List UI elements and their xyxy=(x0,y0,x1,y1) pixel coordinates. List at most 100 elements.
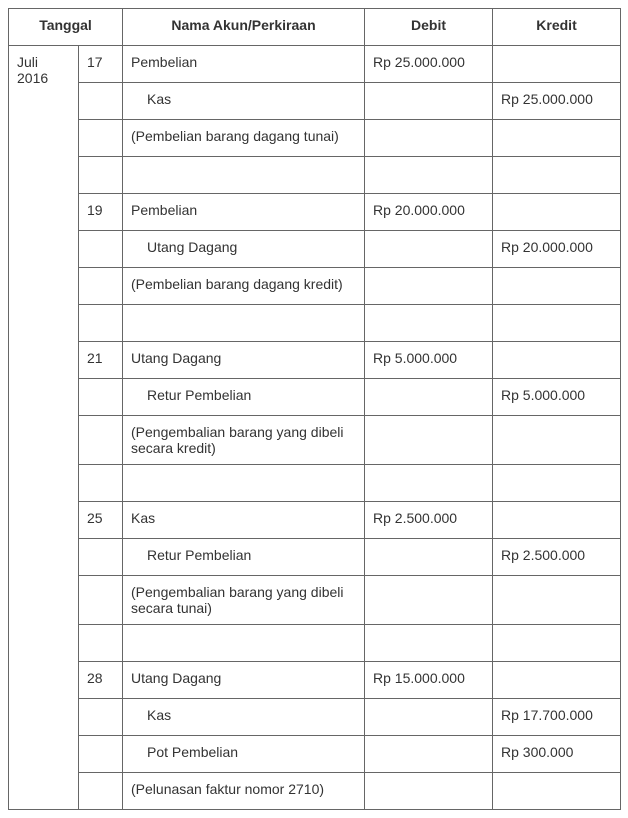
debit-cell xyxy=(365,157,493,194)
account-cell: Kas xyxy=(123,502,365,539)
debit-cell xyxy=(365,699,493,736)
debit-cell xyxy=(365,83,493,120)
kredit-cell xyxy=(493,662,621,699)
kredit-cell xyxy=(493,305,621,342)
debit-cell xyxy=(365,736,493,773)
table-row xyxy=(9,625,621,662)
col-header-kredit: Kredit xyxy=(493,9,621,46)
kredit-cell xyxy=(493,194,621,231)
day-cell xyxy=(79,157,123,194)
table-row: 28Utang DagangRp 15.000.000 xyxy=(9,662,621,699)
kredit-cell xyxy=(493,268,621,305)
account-cell xyxy=(123,465,365,502)
day-cell xyxy=(79,231,123,268)
kredit-cell: Rp 17.700.000 xyxy=(493,699,621,736)
day-cell xyxy=(79,465,123,502)
day-cell xyxy=(79,736,123,773)
kredit-cell xyxy=(493,120,621,157)
day-cell xyxy=(79,305,123,342)
debit-cell: Rp 15.000.000 xyxy=(365,662,493,699)
kredit-cell xyxy=(493,773,621,810)
col-header-tanggal: Tanggal xyxy=(9,9,123,46)
kredit-cell: Rp 25.000.000 xyxy=(493,83,621,120)
account-cell: Kas xyxy=(123,699,365,736)
table-header: Tanggal Nama Akun/Perkiraan Debit Kredit xyxy=(9,9,621,46)
debit-cell: Rp 5.000.000 xyxy=(365,342,493,379)
kredit-cell: Rp 20.000.000 xyxy=(493,231,621,268)
kredit-cell xyxy=(493,576,621,625)
account-cell: (Pengembalian barang yang dibeli secara … xyxy=(123,576,365,625)
day-cell xyxy=(79,625,123,662)
day-cell xyxy=(79,699,123,736)
table-row: 25KasRp 2.500.000 xyxy=(9,502,621,539)
table-row: Retur PembelianRp 2.500.000 xyxy=(9,539,621,576)
month-cell: Juli 2016 xyxy=(9,46,79,810)
account-cell: (Pengembalian barang yang dibeli secara … xyxy=(123,416,365,465)
debit-cell xyxy=(365,231,493,268)
account-cell: (Pembelian barang dagang tunai) xyxy=(123,120,365,157)
debit-cell xyxy=(365,120,493,157)
account-cell: Retur Pembelian xyxy=(123,379,365,416)
kredit-cell: Rp 300.000 xyxy=(493,736,621,773)
table-row: Kas Rp 25.000.000 xyxy=(9,83,621,120)
day-cell: 28 xyxy=(79,662,123,699)
debit-cell: Rp 2.500.000 xyxy=(365,502,493,539)
table-row: (Pembelian barang dagang kredit) xyxy=(9,268,621,305)
debit-cell xyxy=(365,416,493,465)
table-row: Pot Pembelian Rp 300.000 xyxy=(9,736,621,773)
table-row xyxy=(9,305,621,342)
table-row: 21Utang DagangRp 5.000.000 xyxy=(9,342,621,379)
account-cell xyxy=(123,625,365,662)
kredit-cell xyxy=(493,465,621,502)
kredit-cell xyxy=(493,502,621,539)
day-cell xyxy=(79,379,123,416)
day-cell xyxy=(79,268,123,305)
account-cell: Utang Dagang xyxy=(123,342,365,379)
kredit-cell xyxy=(493,342,621,379)
table-row: Utang Dagang Rp 20.000.000 xyxy=(9,231,621,268)
account-cell: Retur Pembelian xyxy=(123,539,365,576)
account-cell: Pot Pembelian xyxy=(123,736,365,773)
table-row: (Pengembalian barang yang dibeli secara … xyxy=(9,576,621,625)
account-cell xyxy=(123,305,365,342)
day-cell xyxy=(79,83,123,120)
table-row: (Pelunasan faktur nomor 2710) xyxy=(9,773,621,810)
kredit-cell xyxy=(493,157,621,194)
day-cell xyxy=(79,539,123,576)
kredit-cell xyxy=(493,625,621,662)
kredit-cell xyxy=(493,46,621,83)
debit-cell xyxy=(365,268,493,305)
day-cell xyxy=(79,773,123,810)
account-cell: Pembelian xyxy=(123,46,365,83)
table-row: (Pembelian barang dagang tunai) xyxy=(9,120,621,157)
table-row xyxy=(9,157,621,194)
debit-cell: Rp 25.000.000 xyxy=(365,46,493,83)
table-row: 19PembelianRp 20.000.000 xyxy=(9,194,621,231)
account-cell xyxy=(123,157,365,194)
account-cell: Kas xyxy=(123,83,365,120)
day-cell: 21 xyxy=(79,342,123,379)
table-body: Juli 201617PembelianRp 25.000.000KasRp 2… xyxy=(9,46,621,810)
table-row: (Pengembalian barang yang dibeli secara … xyxy=(9,416,621,465)
table-row xyxy=(9,465,621,502)
debit-cell xyxy=(365,465,493,502)
day-cell xyxy=(79,416,123,465)
debit-cell xyxy=(365,305,493,342)
account-cell: Utang Dagang xyxy=(123,662,365,699)
account-cell: (Pembelian barang dagang kredit) xyxy=(123,268,365,305)
table-row: Retur Pembelian Rp 5.000.000 xyxy=(9,379,621,416)
debit-cell xyxy=(365,379,493,416)
kredit-cell xyxy=(493,416,621,465)
debit-cell xyxy=(365,539,493,576)
journal-table: Tanggal Nama Akun/Perkiraan Debit Kredit… xyxy=(8,8,621,810)
table-row: Kas Rp 17.700.000 xyxy=(9,699,621,736)
day-cell xyxy=(79,576,123,625)
table-row: Juli 201617PembelianRp 25.000.000 xyxy=(9,46,621,83)
kredit-cell: Rp 5.000.000 xyxy=(493,379,621,416)
account-cell: Utang Dagang xyxy=(123,231,365,268)
debit-cell: Rp 20.000.000 xyxy=(365,194,493,231)
day-cell: 25 xyxy=(79,502,123,539)
debit-cell xyxy=(365,576,493,625)
col-header-nama-akun: Nama Akun/Perkiraan xyxy=(123,9,365,46)
account-cell: (Pelunasan faktur nomor 2710) xyxy=(123,773,365,810)
